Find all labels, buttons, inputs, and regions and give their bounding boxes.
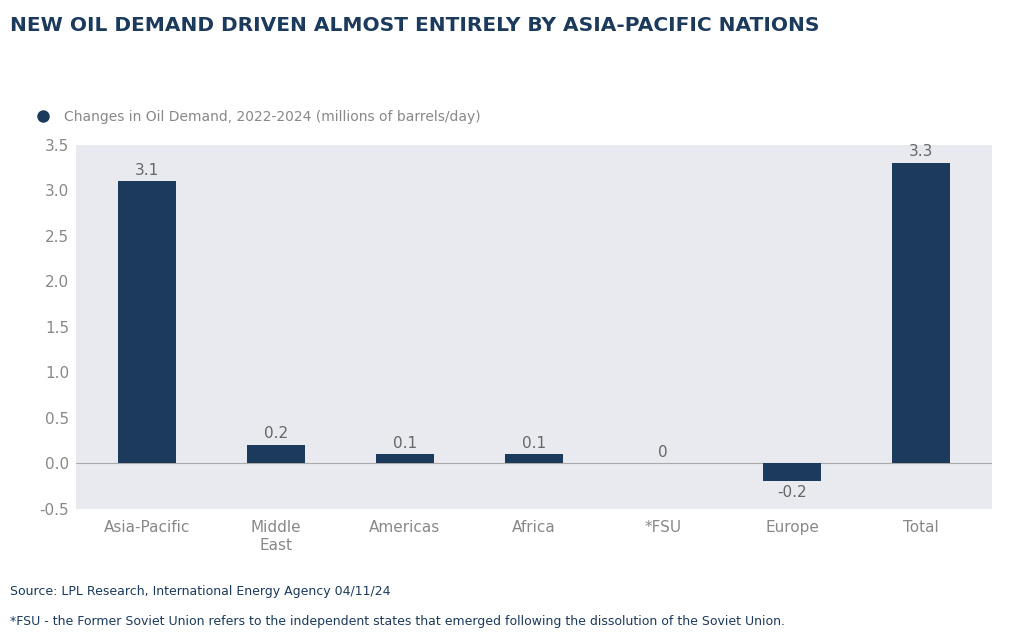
Bar — [763, 463, 821, 482]
Text: 0.1: 0.1 — [393, 435, 417, 451]
Text: NEW OIL DEMAND DRIVEN ALMOST ENTIRELY BY ASIA-PACIFIC NATIONS: NEW OIL DEMAND DRIVEN ALMOST ENTIRELY BY… — [10, 16, 820, 35]
Text: 3.1: 3.1 — [135, 163, 159, 178]
Text: Source: LPL Research, International Energy Agency 04/11/24: Source: LPL Research, International Ener… — [10, 585, 391, 598]
Legend: Changes in Oil Demand, 2022-2024 (millions of barrels/day): Changes in Oil Demand, 2022-2024 (millio… — [23, 104, 486, 129]
Text: 0.2: 0.2 — [263, 426, 288, 441]
Bar — [504, 454, 563, 463]
Bar — [892, 163, 950, 463]
Text: 0: 0 — [658, 444, 668, 460]
Text: -0.2: -0.2 — [777, 485, 806, 500]
Bar — [247, 445, 305, 463]
Text: 3.3: 3.3 — [909, 144, 934, 160]
Bar — [118, 182, 176, 463]
Bar — [376, 454, 434, 463]
Text: *FSU - the Former Soviet Union refers to the independent states that emerged fol: *FSU - the Former Soviet Union refers to… — [10, 615, 785, 628]
Text: 0.1: 0.1 — [522, 435, 546, 451]
